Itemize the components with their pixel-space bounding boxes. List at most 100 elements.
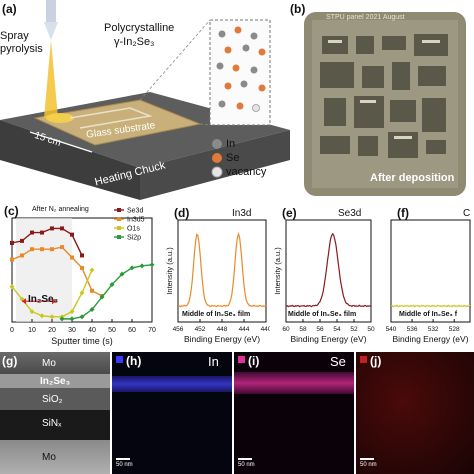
x-tick-label-f: 532: [428, 326, 439, 333]
y-axis-label-d: Intensity (a.u.): [165, 247, 174, 295]
region-arrow-left-head: [22, 298, 26, 305]
panel-e-label: (e): [282, 206, 297, 220]
x-tick-label-c: 30: [68, 327, 76, 334]
heating-chuck-side: [140, 130, 290, 200]
x-tick-label-e: 54: [333, 326, 341, 333]
spray-label-1: Spray: [0, 30, 29, 42]
point-Si2p: [99, 294, 105, 300]
panel-b-highlights: [328, 40, 440, 139]
layer-mo-bottom: [0, 440, 110, 474]
layer-label-in2se3: In₂Se₃: [40, 376, 71, 387]
point-In3d5: [10, 257, 14, 262]
x-tick-label-c: 60: [128, 327, 136, 334]
panel-i-badge: [238, 356, 245, 363]
chart-c: 0 10 20 30 40 50 60 70 Sputter time (s) Se3d In3d5…: [9, 208, 156, 346]
point-Se3d: [70, 232, 74, 237]
panel-h-label: (h): [126, 354, 142, 368]
panel-c-annotation: After N₂ annealing: [32, 206, 89, 213]
panel-e-element: Se3d: [338, 208, 362, 219]
panel-i: (i) Se 50 nm: [234, 352, 354, 474]
film-label-1: Polycrystalline: [104, 22, 175, 34]
point-O1s: [89, 267, 95, 273]
legend-label-Se3d: Se3d: [127, 208, 143, 215]
panel-d-label: (d): [174, 206, 190, 220]
x-tick-label-c: 40: [88, 327, 96, 334]
legend-marker-Si2p: [117, 235, 121, 239]
panel-h: (h) In 50 nm: [112, 352, 232, 474]
plot-frame-c: [11, 217, 153, 323]
point-Si2p: [69, 316, 75, 322]
point-Se3d: [20, 238, 24, 243]
scan-path: [69, 107, 153, 129]
dimension-arrow: [29, 131, 93, 153]
point-Se3d: [30, 230, 34, 235]
layer-in2se3: [0, 374, 110, 388]
legend-marker-O1s: [117, 226, 121, 230]
spray-spot: [46, 113, 74, 123]
point-Si2p: [109, 282, 115, 288]
panel-f: 540 536 532 528 Binding Energy (eV) (f) C Mi…: [375, 200, 474, 350]
plot-frame-e: [285, 219, 372, 323]
layer-mo-top: [0, 352, 110, 374]
point-In3d5: [80, 265, 84, 270]
zoom-line-2: [199, 123, 211, 126]
panel-b-label: (b): [290, 2, 306, 16]
panel-j-scalebar: [360, 458, 374, 460]
point-Se3d: [50, 226, 54, 231]
point-Si2p: [59, 316, 65, 322]
se-map-band: [234, 372, 354, 394]
nozzle: [46, 0, 56, 22]
point-In3d5: [90, 288, 94, 293]
heating-chuck-front: [0, 120, 140, 200]
x-tick-label-d: 440: [261, 326, 270, 333]
panel-h-badge: [116, 356, 123, 363]
point-Si2p: [89, 307, 95, 313]
point-In3d5: [70, 255, 74, 260]
panel-j: (j) 50 nm: [356, 352, 474, 474]
panel-g-label: (g): [2, 354, 18, 368]
x-tick-label-e: 52: [350, 326, 358, 333]
layer-label-mo-bottom: Mo: [42, 452, 56, 463]
point-Si2p: [119, 271, 125, 277]
panel-d-element: In3d: [232, 208, 252, 219]
x-tick-label-f: 536: [407, 326, 418, 333]
point-O1s: [49, 314, 55, 320]
point-O1s: [69, 309, 75, 315]
legend-in-label: In: [226, 138, 236, 150]
x-axis-label-e: Binding Energy (eV): [290, 334, 366, 344]
region-arrow-right-head: [52, 298, 56, 305]
panel-f-film-note: Middle of In₂Se₃ f: [399, 311, 458, 318]
x-tick-label-c: 0: [10, 327, 14, 334]
panel-e-film-note: Middle of In₂Se₃ film: [288, 311, 357, 318]
point-O1s: [29, 309, 35, 315]
point-Se3d: [10, 240, 14, 245]
point-In3d5: [20, 253, 24, 258]
series-line-Si2p: [62, 264, 153, 320]
spray-cone: [44, 40, 58, 118]
film-label-2: γ-In₂Se₃: [114, 36, 155, 48]
x-tick-label-c: 70: [148, 327, 156, 334]
point-In3d5: [30, 247, 34, 252]
in2se3-region: [16, 218, 72, 322]
x-axis-label-d: Binding Energy (eV): [184, 334, 260, 344]
panel-d: 456 452 448 444 440 Binding Energy (eV) Intens…: [162, 200, 270, 350]
layer-label-sinx: SiNₓ: [42, 418, 62, 429]
legend-label-Si2p: Si2p: [127, 235, 141, 242]
panel-a-label: (a): [2, 2, 17, 16]
x-tick-label-f: 528: [449, 326, 460, 333]
panel-b-photo: [304, 12, 466, 196]
panel-b: (b) STPU panel 2021 August After deposit…: [290, 0, 474, 200]
x-tick-label-e: 60: [282, 326, 290, 333]
point-Se3d: [60, 226, 64, 231]
crystal-atoms: [216, 26, 266, 112]
legend-in-dot: [212, 139, 222, 149]
point-Si2p: [139, 263, 145, 269]
panel-c-region-label: In₂Se₃: [28, 294, 59, 305]
x-tick-label-d: 444: [239, 326, 250, 333]
point-O1s: [9, 284, 15, 290]
x-tick-label-d: 456: [173, 326, 184, 333]
legend-label-O1s: O1s: [127, 226, 140, 233]
layer-sio2: [0, 388, 110, 410]
x-tick-label-e: 56: [316, 326, 324, 333]
